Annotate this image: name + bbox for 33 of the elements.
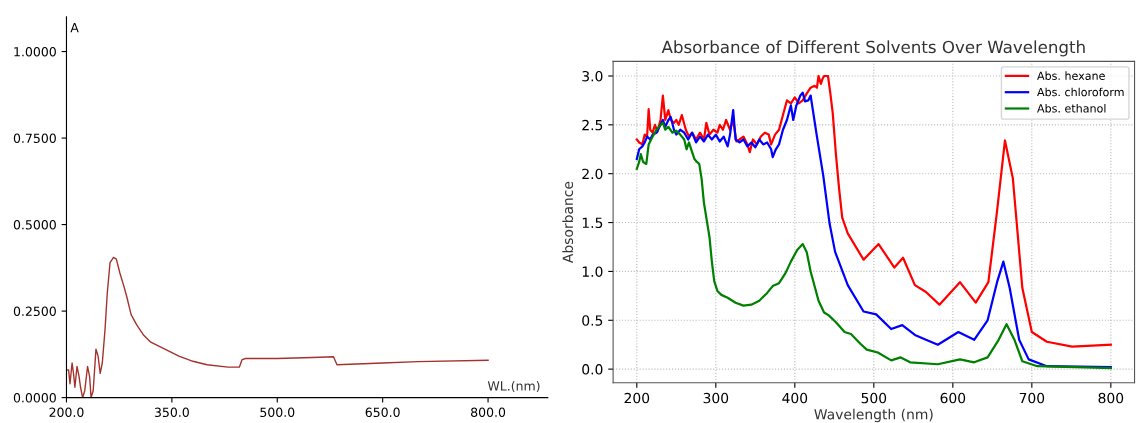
y-tick-label: 3.0 <box>582 70 603 82</box>
y-tick-label: 2.5 <box>582 119 603 131</box>
y-tick-label: 2.0 <box>582 168 603 180</box>
x-axis-title: Wavelength (nm) <box>814 408 933 423</box>
x-tick-label: 650.0 <box>365 407 400 418</box>
y-tick-label: 1.0000 <box>14 47 56 57</box>
line-series <box>66 256 489 398</box>
y-tick-label: 0.7500 <box>13 133 56 143</box>
x-tick-label: 500 <box>861 392 887 404</box>
legend-label: Abs. chloroform <box>1037 87 1124 97</box>
x-tick-label: 600 <box>940 392 966 404</box>
x-tick-label: 300 <box>703 392 729 404</box>
x-tick-label: 200 <box>624 392 650 404</box>
y-tick-label: 0.5000 <box>13 220 56 230</box>
y-axis-title: A <box>70 23 79 33</box>
chart-title: Absorbance of Different Solvents Over Wavelength <box>661 40 1085 57</box>
x-axis-title: WL.(nm) <box>487 380 540 393</box>
y-tick-label: 0.0 <box>582 364 603 375</box>
y-axis-title: Absorbance <box>562 181 574 263</box>
x-tick-label: 200.0 <box>49 407 84 418</box>
x-tick-label: 800.0 <box>471 407 506 418</box>
legend-label: Abs. ethanol <box>1037 103 1106 113</box>
y-tick-label: 1.5 <box>582 217 603 229</box>
x-tick-label: 400 <box>782 392 808 404</box>
y-tick-label: 0.5 <box>582 315 603 326</box>
x-tick-label: 800 <box>1098 392 1124 404</box>
legend-label: Abs. hexane <box>1037 71 1105 80</box>
y-tick-label: 0.2500 <box>13 306 56 317</box>
y-tick-label: 0.0000 <box>13 393 56 403</box>
x-tick-label: 700 <box>1019 392 1045 404</box>
y-tick-label: 1.0 <box>582 266 603 277</box>
x-tick-label: 350.0 <box>154 407 189 418</box>
x-tick-label: 500.0 <box>260 407 295 418</box>
